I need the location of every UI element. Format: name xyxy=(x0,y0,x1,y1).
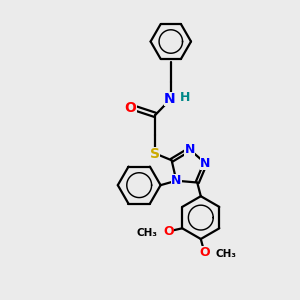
Text: O: O xyxy=(164,225,174,238)
Text: O: O xyxy=(199,246,210,259)
Text: CH₃: CH₃ xyxy=(136,228,158,238)
Text: CH₃: CH₃ xyxy=(216,249,237,259)
Text: N: N xyxy=(164,92,175,106)
Text: N: N xyxy=(200,157,211,170)
Text: S: S xyxy=(150,147,160,160)
Text: H: H xyxy=(180,92,190,104)
Text: N: N xyxy=(171,174,182,187)
Text: N: N xyxy=(184,143,195,156)
Text: O: O xyxy=(125,101,136,115)
